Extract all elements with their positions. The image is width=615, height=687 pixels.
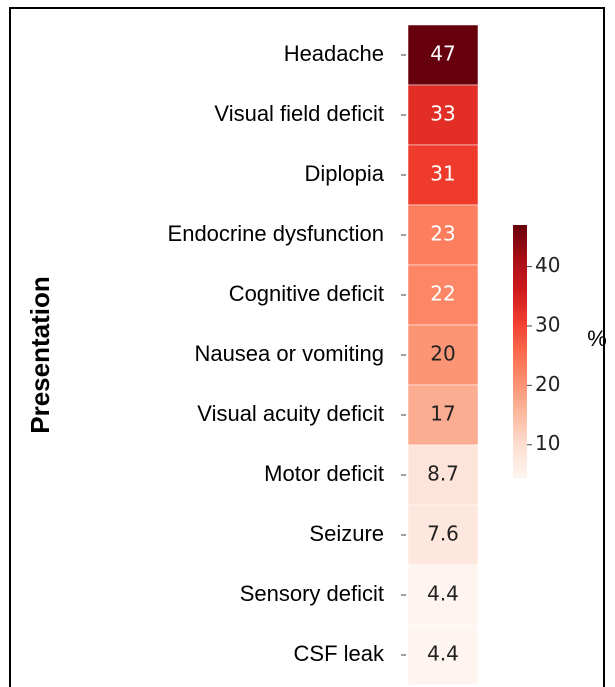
y-tick-label: Seizure — [309, 521, 384, 546]
y-tick-label: Visual acuity deficit — [197, 401, 384, 426]
heatmap-cell — [407, 444, 479, 506]
colorbar-tick-label: 40 — [535, 253, 560, 277]
cell-label: 22 — [430, 282, 455, 306]
cell-label: 33 — [430, 102, 455, 126]
y-axis-label: Presentation — [25, 276, 55, 434]
heatmap-cell — [407, 384, 479, 446]
y-tick-label: CSF leak — [294, 641, 385, 666]
heatmap-cell — [407, 84, 479, 146]
heatmap-cell — [407, 564, 479, 626]
y-tick-label: Sensory deficit — [240, 581, 384, 606]
colorbar-tick-label: 10 — [535, 431, 560, 455]
cell-label: 4.4 — [427, 642, 459, 666]
heatmap-cell — [407, 624, 479, 686]
y-tick-label: Diplopia — [305, 161, 385, 186]
colorbar — [513, 225, 527, 478]
y-tick-label: Visual field deficit — [214, 101, 384, 126]
y-tick-label: Cognitive deficit — [229, 281, 384, 306]
heatmap-cell — [407, 264, 479, 326]
y-tick-label: Nausea or vomiting — [194, 341, 384, 366]
heatmap-cell — [407, 324, 479, 386]
cell-label: 8.7 — [427, 462, 459, 486]
cell-label: 17 — [430, 402, 455, 426]
colorbar-tick-label: 30 — [535, 312, 560, 336]
heatmap-cell — [407, 144, 479, 206]
cell-label: 47 — [430, 42, 455, 66]
cell-label: 4.4 — [427, 582, 459, 606]
heatmap-cell — [407, 204, 479, 266]
heatmap-cell — [407, 504, 479, 566]
colorbar-tick-label: 20 — [535, 372, 560, 396]
cell-label: 23 — [430, 222, 455, 246]
cell-label: 31 — [430, 162, 455, 186]
y-tick-label: Headache — [284, 41, 384, 66]
colorbar-label: % — [587, 326, 607, 351]
cell-label: 20 — [430, 342, 455, 366]
y-tick-label: Endocrine dysfunction — [168, 221, 384, 246]
cell-label: 7.6 — [427, 522, 459, 546]
frame — [9, 7, 605, 687]
y-tick-label: Motor deficit — [264, 461, 384, 486]
